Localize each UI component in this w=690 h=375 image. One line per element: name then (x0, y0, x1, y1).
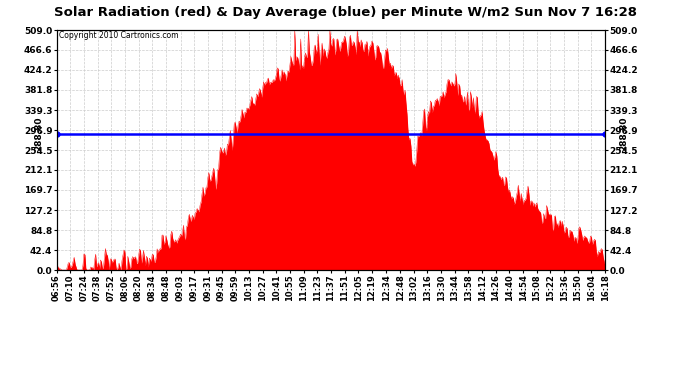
Text: Copyright 2010 Cartronics.com: Copyright 2010 Cartronics.com (59, 31, 179, 40)
Text: 288.80: 288.80 (619, 117, 628, 151)
Text: 288.80: 288.80 (34, 117, 43, 151)
Text: Solar Radiation (red) & Day Average (blue) per Minute W/m2 Sun Nov 7 16:28: Solar Radiation (red) & Day Average (blu… (54, 6, 636, 19)
